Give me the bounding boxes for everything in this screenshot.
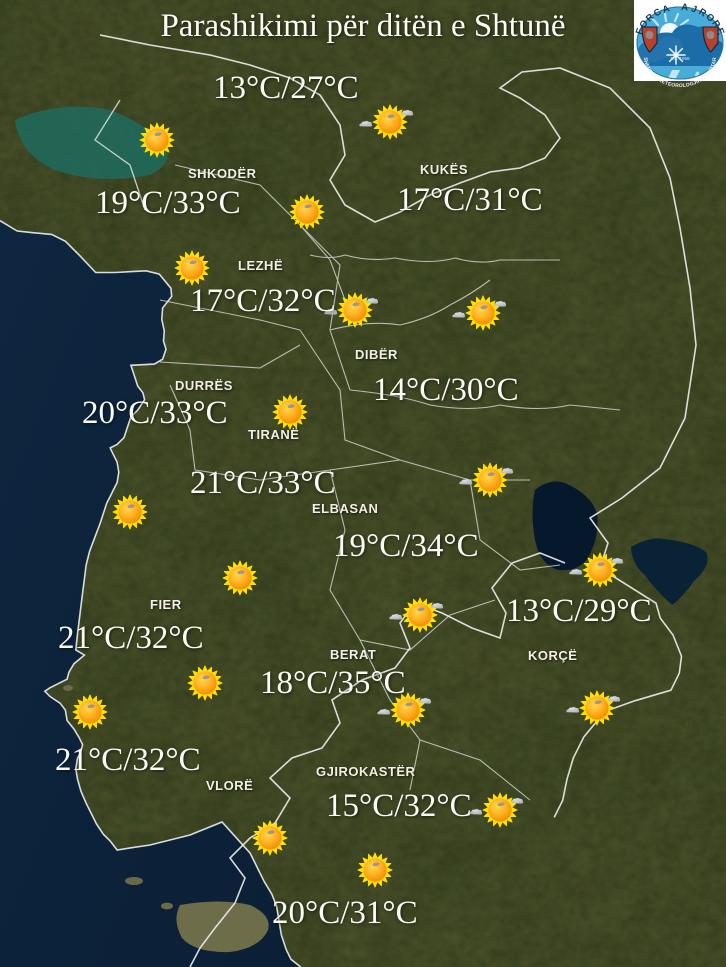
svg-text:Est. 1955: Est. 1955 <box>670 56 690 61</box>
